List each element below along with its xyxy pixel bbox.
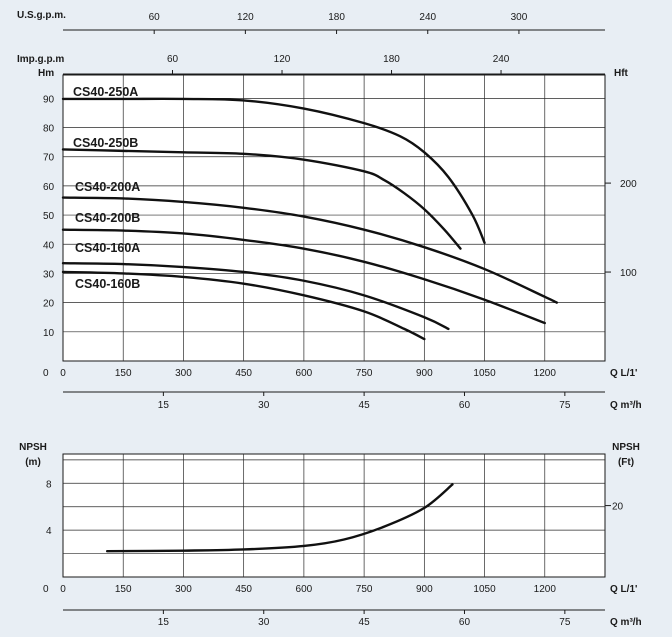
head-m3h-unit: Q m³/h xyxy=(610,400,642,411)
npsh-m3h-tick-label: 15 xyxy=(158,617,170,628)
curve-label-cs40-200b: CS40-200B xyxy=(75,211,140,225)
head-x-tick-label: 1200 xyxy=(534,368,557,379)
head-x-tick-label: 900 xyxy=(416,368,433,379)
usgpm-tick-label: 120 xyxy=(237,12,254,23)
npsh-y-zero-label: 0 xyxy=(43,584,49,595)
curve-label-cs40-200a: CS40-200A xyxy=(75,180,140,194)
npsh-m3h-tick-label: 45 xyxy=(359,617,371,628)
head-m3h-tick-label: 30 xyxy=(258,400,270,411)
head-curve-cs40-250b xyxy=(61,148,462,250)
npsh-m3h-tick-label: 30 xyxy=(258,617,270,628)
npsh-right-tick-label: 20 xyxy=(612,502,624,513)
npsh-x-unit: Q L/1' xyxy=(610,584,637,595)
curve-label-cs40-250b: CS40-250B xyxy=(73,136,138,150)
usgpm-tick-label: 300 xyxy=(511,12,528,23)
head-curve-cs40-160a xyxy=(61,262,450,331)
npsh-x-tick-label: 900 xyxy=(416,584,433,595)
head-x-tick-label: 0 xyxy=(60,368,66,379)
head-x-tick-label: 450 xyxy=(235,368,252,379)
npsh-plot-area xyxy=(62,453,606,578)
npsh-x-tick-label: 600 xyxy=(296,584,313,595)
head-y-zero-label: 0 xyxy=(43,368,49,379)
curve-label-cs40-250a: CS40-250A xyxy=(73,85,138,99)
head-y-tick-label: 10 xyxy=(43,328,55,339)
npsh-m3h-tick-label: 75 xyxy=(559,617,571,628)
head-m3h-tick-label: 60 xyxy=(459,400,471,411)
head-curve-cs40-200a xyxy=(61,196,559,304)
head-x-tick-label: 300 xyxy=(175,368,192,379)
impgpm-tick-label: 240 xyxy=(493,54,510,65)
head-y-tick-label: 80 xyxy=(43,124,55,135)
head-x-tick-label: 600 xyxy=(296,368,313,379)
head-right-tick-label: 100 xyxy=(620,268,637,279)
head-x-tick-label: 750 xyxy=(356,368,373,379)
impgpm-unit-label: Imp.g.p.m xyxy=(17,54,64,65)
head-y-tick-label: 40 xyxy=(43,240,55,251)
head-right-unit: Hft xyxy=(614,68,629,79)
head-curve-cs40-200b xyxy=(61,228,546,325)
head-right-tick-label: 200 xyxy=(620,179,637,190)
head-curve-cs40-160b xyxy=(61,270,426,341)
npsh-x-tick-label: 450 xyxy=(235,584,252,595)
head-m3h-tick-label: 45 xyxy=(359,400,371,411)
head-y-tick-label: 90 xyxy=(43,94,55,105)
npsh-x-tick-label: 0 xyxy=(60,584,66,595)
usgpm-tick-label: 240 xyxy=(419,12,436,23)
npsh-y-tick-label: 8 xyxy=(46,479,52,490)
npsh-x-tick-label: 1050 xyxy=(473,584,496,595)
head-y-tick-label: 20 xyxy=(43,299,55,310)
head-y-unit: Hm xyxy=(38,68,54,79)
npsh-y-tick-label: 4 xyxy=(46,526,52,537)
head-y-tick-label: 70 xyxy=(43,153,55,164)
npsh-curve xyxy=(105,483,454,553)
head-y-tick-label: 30 xyxy=(43,269,55,280)
npsh-m3h-unit: Q m³/h xyxy=(610,617,642,628)
impgpm-tick-label: 180 xyxy=(383,54,400,65)
head-m3h-tick-label: 15 xyxy=(158,400,170,411)
head-x-tick-label: 1050 xyxy=(473,368,496,379)
head-x-tick-label: 150 xyxy=(115,368,132,379)
npsh-x-tick-label: 300 xyxy=(175,584,192,595)
head-y-tick-label: 50 xyxy=(43,211,55,222)
npsh-x-tick-label: 150 xyxy=(115,584,132,595)
head-x-unit: Q L/1' xyxy=(610,368,637,379)
usgpm-tick-label: 180 xyxy=(328,12,345,23)
npsh-left-unit: NPSH (m) xyxy=(19,442,47,468)
head-curve-cs40-250a xyxy=(61,97,486,245)
npsh-m3h-tick-label: 60 xyxy=(459,617,471,628)
impgpm-tick-label: 60 xyxy=(167,54,179,65)
usgpm-tick-label: 60 xyxy=(149,12,161,23)
head-y-tick-label: 60 xyxy=(43,182,55,193)
npsh-x-tick-label: 750 xyxy=(356,584,373,595)
curve-label-cs40-160b: CS40-160B xyxy=(75,277,140,291)
head-m3h-tick-label: 75 xyxy=(559,400,571,411)
head-plot-area xyxy=(62,74,606,362)
curve-label-cs40-160a: CS40-160A xyxy=(75,241,140,255)
npsh-right-unit: NPSH (Ft) xyxy=(612,442,640,468)
npsh-x-tick-label: 1200 xyxy=(534,584,557,595)
usgpm-unit-label: U.S.g.p.m. xyxy=(17,10,66,21)
impgpm-tick-label: 120 xyxy=(274,54,291,65)
